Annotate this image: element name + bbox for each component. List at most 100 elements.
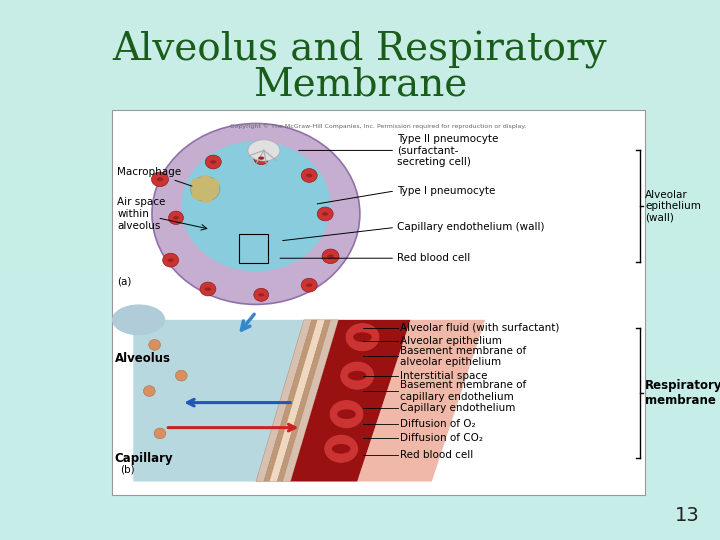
Bar xyxy=(0,456,720,457)
Bar xyxy=(0,284,720,285)
Bar xyxy=(0,128,720,129)
Bar xyxy=(0,522,720,523)
Bar xyxy=(0,60,720,61)
Bar xyxy=(0,166,720,167)
Bar xyxy=(0,300,720,301)
Bar xyxy=(0,453,720,454)
Bar xyxy=(0,277,720,278)
Bar xyxy=(0,307,720,308)
Bar xyxy=(0,323,720,324)
Bar xyxy=(0,331,720,332)
Bar xyxy=(0,129,720,130)
Bar xyxy=(0,462,720,463)
Bar xyxy=(0,267,720,268)
Bar xyxy=(0,64,720,65)
Bar xyxy=(0,533,720,534)
Bar xyxy=(0,420,720,421)
Bar xyxy=(0,189,720,190)
Ellipse shape xyxy=(340,361,374,390)
Bar xyxy=(0,241,720,242)
Bar xyxy=(0,433,720,434)
Bar xyxy=(0,71,720,72)
Bar xyxy=(0,147,720,148)
Bar xyxy=(0,499,720,500)
Bar xyxy=(0,93,720,94)
Bar xyxy=(0,179,720,180)
Bar xyxy=(0,252,720,253)
Bar xyxy=(0,502,720,503)
Bar xyxy=(0,164,720,165)
Bar xyxy=(0,537,720,538)
Bar xyxy=(0,416,720,417)
Bar xyxy=(0,404,720,405)
Bar xyxy=(0,139,720,140)
Bar xyxy=(0,245,720,246)
Bar xyxy=(0,219,720,220)
Bar xyxy=(0,492,720,493)
Bar xyxy=(0,98,720,99)
Bar xyxy=(0,80,720,81)
Bar xyxy=(0,81,720,82)
Bar xyxy=(0,432,720,433)
Bar xyxy=(0,360,720,361)
Bar xyxy=(0,346,720,347)
Bar xyxy=(0,273,720,274)
Bar xyxy=(238,234,268,263)
Bar xyxy=(0,101,720,102)
Ellipse shape xyxy=(200,282,216,296)
Bar xyxy=(0,538,720,539)
Bar xyxy=(0,419,720,420)
Bar xyxy=(0,55,720,56)
Polygon shape xyxy=(291,320,410,482)
Bar xyxy=(0,531,720,532)
Bar xyxy=(0,302,720,303)
Bar xyxy=(0,386,720,387)
Bar xyxy=(0,523,720,524)
Bar xyxy=(0,479,720,480)
Bar xyxy=(0,63,720,64)
Bar xyxy=(0,52,720,53)
Bar xyxy=(0,371,720,372)
Bar xyxy=(0,393,720,394)
Ellipse shape xyxy=(191,177,220,201)
Bar xyxy=(0,329,720,330)
Bar xyxy=(0,37,720,38)
Bar xyxy=(0,518,720,519)
Bar xyxy=(0,337,720,338)
Bar xyxy=(0,178,720,179)
Bar xyxy=(0,156,720,157)
Bar xyxy=(0,99,720,100)
Text: Type I pneumocyte: Type I pneumocyte xyxy=(397,186,495,196)
Bar xyxy=(0,406,720,407)
Bar xyxy=(0,332,720,333)
Bar xyxy=(0,122,720,123)
Bar xyxy=(0,529,720,530)
Bar xyxy=(0,212,720,213)
Polygon shape xyxy=(256,320,312,482)
Bar xyxy=(0,477,720,478)
Bar xyxy=(0,39,720,40)
Bar xyxy=(0,285,720,286)
Bar xyxy=(0,430,720,431)
Bar xyxy=(0,290,720,291)
Bar xyxy=(0,266,720,267)
Text: Respiratory
membrane: Respiratory membrane xyxy=(645,379,720,407)
Bar xyxy=(0,526,720,527)
Text: Diffusion of CO₂: Diffusion of CO₂ xyxy=(400,433,483,443)
Bar xyxy=(0,268,720,269)
Bar xyxy=(0,423,720,424)
Bar xyxy=(0,119,720,120)
Bar xyxy=(0,25,720,26)
Bar xyxy=(0,173,720,174)
Text: (a): (a) xyxy=(117,276,132,286)
Bar xyxy=(0,31,720,32)
Bar xyxy=(0,395,720,396)
Bar xyxy=(0,466,720,467)
Bar xyxy=(0,321,720,322)
Bar xyxy=(0,21,720,22)
Bar xyxy=(0,508,720,509)
Bar xyxy=(0,222,720,223)
Ellipse shape xyxy=(176,370,187,381)
Bar xyxy=(0,426,720,427)
Bar xyxy=(0,40,720,41)
